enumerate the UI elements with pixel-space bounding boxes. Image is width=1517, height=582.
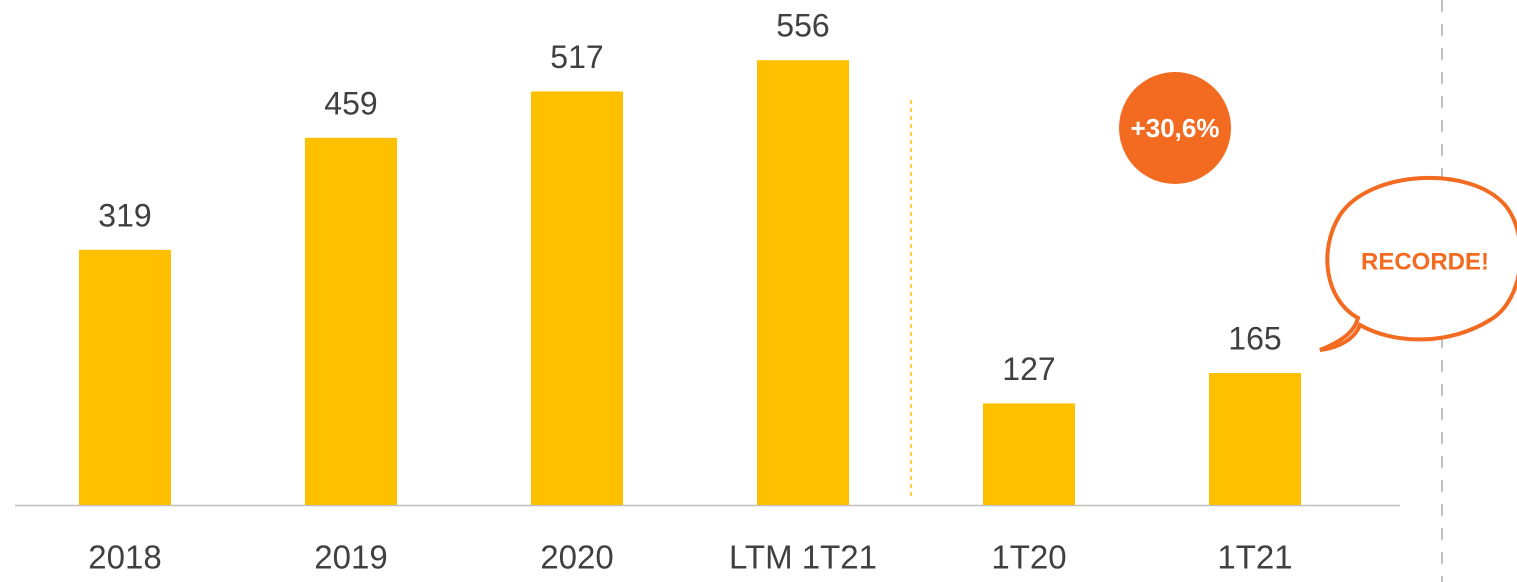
bar <box>1209 373 1301 505</box>
record-label: RECORDE! <box>1361 248 1489 275</box>
bar <box>79 249 171 505</box>
value-label: 127 <box>1002 351 1055 387</box>
bar <box>757 60 849 505</box>
value-label: 165 <box>1228 320 1281 356</box>
x-tick-label: 1T21 <box>1217 539 1292 576</box>
growth-label: +30,6% <box>1131 113 1220 143</box>
x-tick-label: 2019 <box>314 539 387 576</box>
bar <box>983 403 1075 505</box>
x-tick-label: 2018 <box>88 539 161 576</box>
bar <box>305 137 397 506</box>
x-tick-label: LTM 1T21 <box>729 539 877 576</box>
x-tick-label: 2020 <box>540 539 613 576</box>
growth-badge <box>1119 72 1231 184</box>
value-label: 517 <box>550 39 603 75</box>
value-label: 459 <box>324 85 377 121</box>
speech-bubble <box>1319 175 1517 352</box>
bar <box>531 91 623 506</box>
value-label: 556 <box>776 8 829 44</box>
value-label: 319 <box>98 197 151 233</box>
x-tick-label: 1T20 <box>991 539 1066 576</box>
